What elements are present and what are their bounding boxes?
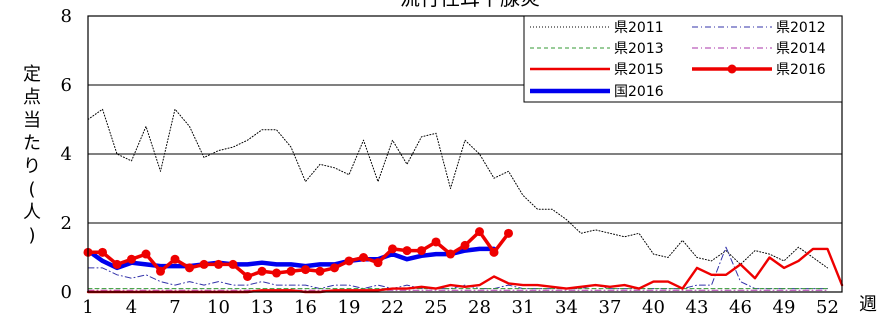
x-axis-ticks: 1 4 7 10 13 16 19 22 25 28 31 34 37 40 43 46 49 52 <box>82 297 839 318</box>
y-tick-label: 4 <box>61 144 72 165</box>
data-point <box>272 268 281 278</box>
series-県2016 <box>83 227 513 281</box>
data-point <box>330 263 339 273</box>
data-point <box>257 266 267 276</box>
x-tick-label: 52 <box>816 297 839 318</box>
x-tick-label: 16 <box>294 297 317 318</box>
y-axis-label-char: ( <box>28 179 35 200</box>
y-axis-label-char: 人 <box>23 202 41 223</box>
x-tick-label: 19 <box>338 297 361 318</box>
y-tick-label: 6 <box>61 75 72 96</box>
y-tick-label: 8 <box>61 6 72 27</box>
y-tick-label: 2 <box>61 213 72 234</box>
legend-item: 県2015 <box>530 62 664 78</box>
data-point <box>315 266 325 276</box>
legend-label: 県2014 <box>776 41 826 57</box>
x-tick-label: 25 <box>425 297 448 318</box>
x-tick-label: 28 <box>468 297 491 318</box>
data-point <box>156 266 165 276</box>
data-point <box>98 247 107 257</box>
x-tick-label: 7 <box>169 297 180 318</box>
data-point <box>170 254 180 264</box>
y-axis-label-char: 当 <box>23 110 41 131</box>
legend-label: 県2012 <box>776 20 826 36</box>
data-point <box>141 249 151 259</box>
legend-label: 県2013 <box>614 41 664 57</box>
data-point <box>344 256 354 266</box>
x-tick-label: 34 <box>555 297 578 318</box>
y-axis-label-char: り <box>23 156 41 177</box>
series-県2011 <box>87 108 828 269</box>
x-tick-label: 46 <box>729 297 752 318</box>
data-point <box>112 259 122 269</box>
legend-marker <box>727 64 737 74</box>
legend-label: 県2011 <box>614 20 664 36</box>
data-point <box>446 249 455 259</box>
y-axis-label-char: た <box>23 133 41 154</box>
y-tick-label: 0 <box>61 282 72 303</box>
legend: 県2011 県2012 県2013 県2014 県2015 県2016 国2016 <box>523 15 843 103</box>
x-tick-label: 22 <box>381 297 404 318</box>
x-tick-label: 10 <box>207 297 230 318</box>
data-point <box>286 266 296 276</box>
data-point <box>214 259 223 269</box>
x-tick-label: 31 <box>512 297 535 318</box>
data-point <box>402 246 412 256</box>
x-axis-label: 週 <box>859 294 877 315</box>
legend-label: 県2015 <box>614 62 664 78</box>
plot-frame <box>87 15 843 293</box>
y-axis-label-char: 定 <box>23 64 41 85</box>
legend-item: 県2014 <box>692 41 826 57</box>
data-point <box>228 259 238 269</box>
chart-title: 流行性耳下腺炎 <box>400 0 540 10</box>
data-point <box>185 263 194 273</box>
x-tick-label: 4 <box>126 297 137 318</box>
data-point <box>127 254 136 264</box>
data-point <box>460 240 470 250</box>
data-point <box>489 247 499 257</box>
legend-item: 県2016 <box>692 62 826 78</box>
x-tick-label: 43 <box>686 297 709 318</box>
x-tick-label: 1 <box>82 297 93 318</box>
legend-label: 国2016 <box>614 84 664 100</box>
legend-item: 県2013 <box>530 41 664 57</box>
data-point <box>504 228 513 238</box>
legend-label: 県2016 <box>776 62 826 78</box>
legend-box <box>523 15 843 103</box>
data-point <box>475 227 484 237</box>
data-point <box>388 244 397 254</box>
x-tick-label: 13 <box>251 297 274 318</box>
y-axis-label-char: 点 <box>23 87 41 108</box>
legend-item: 国2016 <box>530 84 664 100</box>
legend-item: 県2012 <box>692 20 826 36</box>
data-point <box>301 265 310 275</box>
x-tick-label: 40 <box>642 297 665 318</box>
series-line <box>87 108 828 269</box>
x-tick-label: 37 <box>599 297 622 318</box>
data-point <box>431 237 441 247</box>
legend-item: 県2011 <box>530 20 664 36</box>
y-axis-ticks: 0 2 4 6 8 <box>61 6 72 303</box>
x-tick-label: 49 <box>773 297 796 318</box>
data-point <box>199 259 209 269</box>
data-point <box>359 253 368 262</box>
y-axis-label-char: ) <box>28 225 35 246</box>
data-point <box>243 271 252 281</box>
data-point <box>373 258 383 268</box>
data-point <box>417 246 426 256</box>
